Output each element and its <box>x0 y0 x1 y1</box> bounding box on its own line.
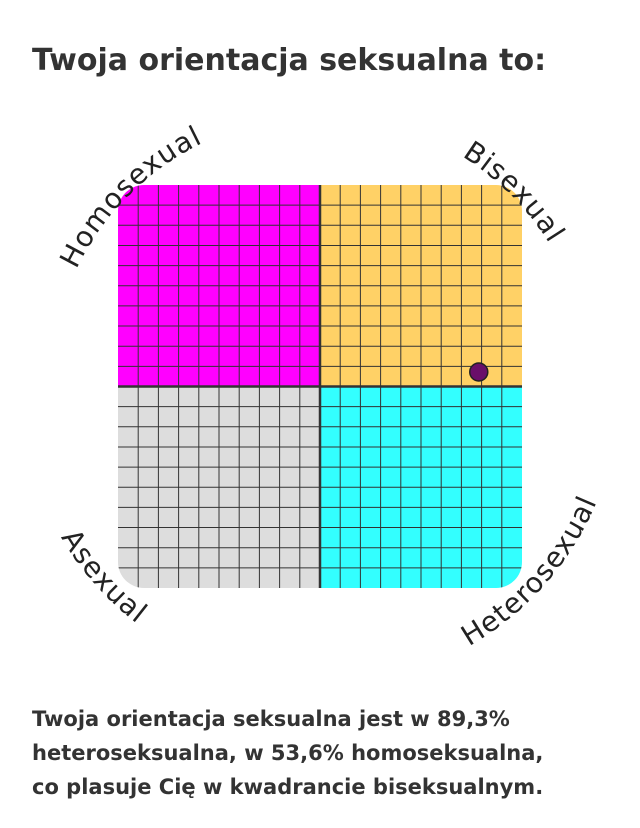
title: Twoja orientacja seksualna to: <box>32 43 546 78</box>
quadrant-grid <box>118 185 522 588</box>
result-line: heteroseksualna, w 53,6% homoseksualna, <box>32 741 543 765</box>
result-dot <box>469 362 489 382</box>
result-line: Twoja orientacja seksualna jest w 89,3% <box>32 707 510 731</box>
result-line: co plasuje Cię w kwadrancie biseksualnym… <box>32 775 543 799</box>
